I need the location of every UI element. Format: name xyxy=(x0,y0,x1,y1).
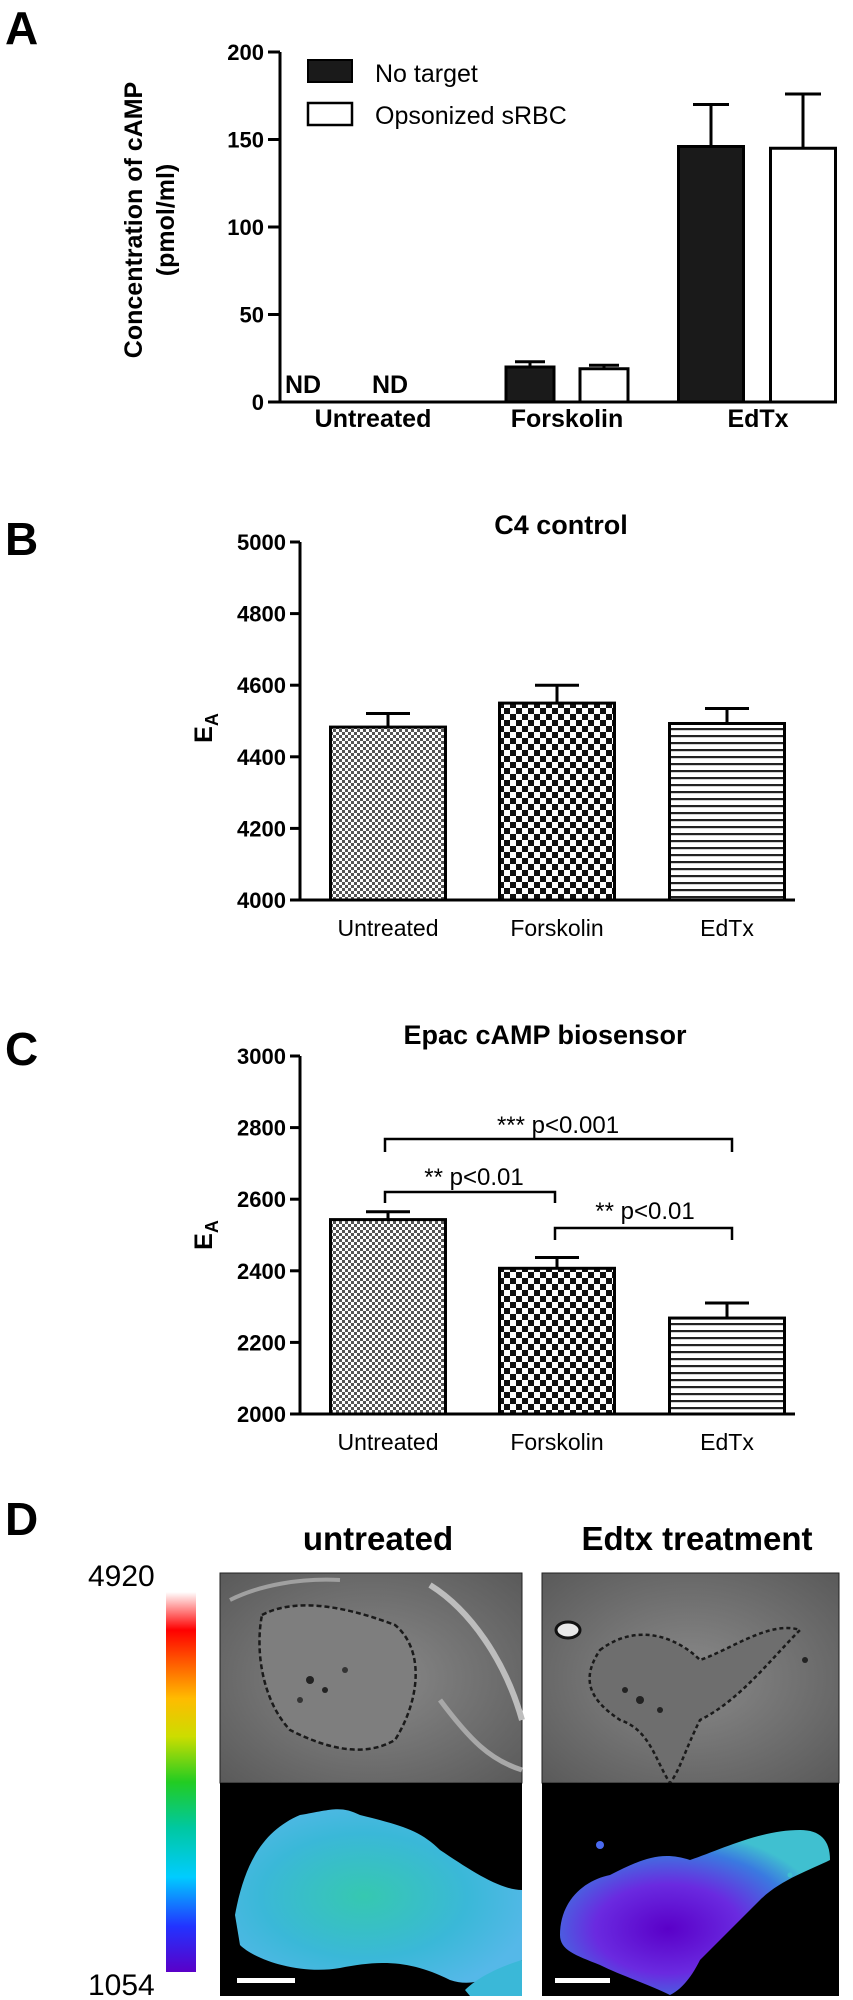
panel-b-ticks: 4000 4200 4400 4600 4800 5000 xyxy=(237,530,300,913)
sig-bracket-forskolin-edtx xyxy=(553,1226,734,1240)
y-tick-label: 3000 xyxy=(237,1044,286,1069)
bar xyxy=(498,701,616,902)
panel-c-categories: Untreated Forskolin EdTx xyxy=(337,1429,754,1455)
panel-a-ylabel-line1: Concentration of cAMP xyxy=(120,82,148,358)
panel-a-legend: No target Opsonized sRBC xyxy=(306,59,567,130)
scale-bar xyxy=(237,1978,295,1983)
sig-label-forskolin-edtx: ** p<0.01 xyxy=(595,1198,694,1225)
colorbar-min-label: 1054 xyxy=(88,1969,155,2000)
panel-c-ylabel: EA xyxy=(190,1220,222,1250)
svg-text:EA: EA xyxy=(190,713,222,743)
bar xyxy=(668,1316,786,1416)
sig-label-untreated-forskolin: ** p<0.01 xyxy=(424,1164,523,1191)
y-tick-label: 2600 xyxy=(237,1187,286,1212)
panel-c-title: Epac cAMP biosensor xyxy=(403,1020,687,1050)
panel-b: B C4 control EA 4000 4200 4400 4600 4800 5000… xyxy=(5,510,795,941)
colorbar xyxy=(166,1592,196,1972)
micrograph-edtx-ratio xyxy=(542,1783,839,1996)
panel-b-title: C4 control xyxy=(494,510,628,540)
bar xyxy=(504,365,556,404)
panel-b-ylabel-main: E xyxy=(190,726,218,743)
panel-a-categories: Untreated Forskolin EdTx xyxy=(315,405,789,433)
y-tick-label: 2400 xyxy=(237,1259,286,1284)
sig-bracket-untreated-edtx xyxy=(383,1137,734,1152)
panel-a-ticks: 0 50 100 150 200 xyxy=(227,40,280,415)
panel-a: A Concentration of cAMP (pmol/ml) 0 50 100… xyxy=(5,2,837,433)
category-label: EdTx xyxy=(700,915,754,941)
legend-label-opsonized: Opsonized sRBC xyxy=(375,102,567,130)
panel-d: D untreated Edtx treatment 4920 1054 xyxy=(5,1493,840,2000)
legend-label-no-target: No target xyxy=(375,60,478,88)
panel-c-ticks: 2000 2200 2400 2600 2800 3000 xyxy=(237,1044,300,1427)
y-tick-label: 50 xyxy=(240,303,264,328)
category-label: Forskolin xyxy=(510,1429,603,1455)
category-label: Untreated xyxy=(337,1429,438,1455)
y-tick-label: 2200 xyxy=(237,1330,286,1355)
y-tick-label: 200 xyxy=(227,40,264,65)
panel-c-ylabel-sub: A xyxy=(202,1220,222,1233)
y-tick-label: 4200 xyxy=(237,816,286,841)
panel-c: C Epac cAMP biosensor EA 2000 2200 2400 260… xyxy=(5,1020,795,1455)
panel-c-ylabel-main: E xyxy=(190,1233,218,1250)
legend-swatch-no-target xyxy=(307,59,353,83)
panel-b-bars xyxy=(329,683,786,902)
y-tick-label: 150 xyxy=(227,128,264,153)
sig-label-untreated-edtx: *** p<0.001 xyxy=(497,1112,619,1139)
category-label: EdTx xyxy=(700,1429,754,1455)
y-tick-label: 4000 xyxy=(237,888,286,913)
panel-letter-b: B xyxy=(5,513,38,565)
scale-bar xyxy=(555,1978,610,1983)
category-label: Forskolin xyxy=(510,915,603,941)
y-tick-label: 2800 xyxy=(237,1116,286,1141)
bar xyxy=(329,725,447,902)
nd-label: ND xyxy=(372,371,408,399)
panel-letter-d: D xyxy=(5,1493,38,1545)
panel-c-bars xyxy=(329,1210,786,1416)
micrograph-untreated-phase xyxy=(219,1572,525,1784)
bar xyxy=(578,367,630,404)
significance-brackets: *** p<0.001 ** p<0.01 ** p<0.01 xyxy=(383,1112,734,1240)
y-tick-label: 4600 xyxy=(237,673,286,698)
y-tick-label: 100 xyxy=(227,215,264,240)
sig-bracket-untreated-forskolin xyxy=(383,1190,557,1203)
svg-text:EA: EA xyxy=(190,1220,222,1250)
nd-label: ND xyxy=(285,371,321,399)
bar xyxy=(329,1218,447,1416)
y-tick-label: 5000 xyxy=(237,530,286,555)
bar xyxy=(769,146,837,404)
micrograph-untreated-ratio xyxy=(220,1783,522,1996)
y-tick-label: 2000 xyxy=(237,1402,286,1427)
y-tick-label: 0 xyxy=(252,390,264,415)
category-label: Forskolin xyxy=(511,405,624,433)
panel-b-ylabel: EA xyxy=(190,713,222,743)
panel-a-ylabel-line2: (pmol/ml) xyxy=(152,164,180,277)
bar xyxy=(668,722,786,902)
panel-a-bars xyxy=(504,92,837,404)
panel-letter-c: C xyxy=(5,1023,38,1075)
micrograph-edtx-phase xyxy=(541,1572,840,1786)
image-title-untreated: untreated xyxy=(303,1520,453,1557)
panel-b-ylabel-sub: A xyxy=(202,713,222,726)
colorbar-max-label: 4920 xyxy=(88,1560,155,1593)
bar xyxy=(498,1266,616,1416)
panel-letter-a: A xyxy=(5,2,38,54)
y-tick-label: 4400 xyxy=(237,745,286,770)
panel-b-categories: Untreated Forskolin EdTx xyxy=(337,915,754,941)
panel-a-ylabel: Concentration of cAMP (pmol/ml) xyxy=(120,82,180,358)
bar xyxy=(677,145,745,404)
y-tick-label: 4800 xyxy=(237,602,286,627)
category-label: Untreated xyxy=(315,405,432,433)
legend-swatch-opsonized xyxy=(306,101,354,127)
category-label: Untreated xyxy=(337,915,438,941)
image-title-edtx: Edtx treatment xyxy=(581,1520,812,1557)
category-label: EdTx xyxy=(727,405,788,433)
